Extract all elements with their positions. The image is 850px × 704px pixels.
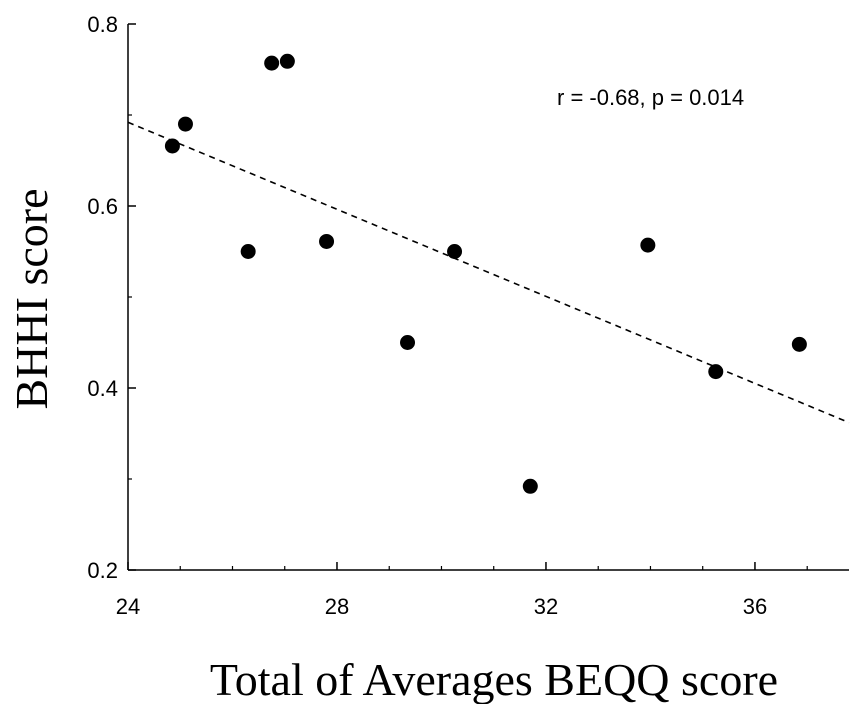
y-tick-label: 0.4: [87, 376, 118, 401]
data-point: [447, 244, 463, 259]
data-point: [319, 233, 335, 249]
data-point: [640, 237, 656, 253]
data-point: [522, 478, 538, 494]
x-axis-title: Total of Averages BEQQ score: [210, 654, 778, 704]
data-point: [240, 244, 256, 259]
data-point: [164, 138, 180, 154]
x-tick-label: 28: [325, 594, 349, 619]
correlation-annotation: r = -0.68, p = 0.014: [557, 85, 744, 110]
data-point: [279, 53, 295, 69]
x-tick-label: 36: [743, 594, 767, 619]
data-point: [791, 336, 807, 352]
y-tick-label: 0.6: [87, 194, 118, 219]
data-point: [177, 116, 193, 132]
fit-line-group: [127, 121, 850, 424]
data-point: [264, 55, 280, 71]
x-tick-label: 32: [534, 594, 558, 619]
x-ticks: 24 28 32 36: [116, 562, 808, 619]
points-group: [164, 53, 807, 494]
y-tick-label: 0.2: [87, 558, 118, 583]
data-point: [400, 335, 416, 350]
y-tick-label: 0.8: [87, 12, 118, 37]
x-tick-label: 24: [116, 594, 140, 619]
y-ticks: 0.2 0.4 0.6 0.8: [87, 12, 136, 583]
data-point: [708, 364, 724, 380]
y-axis-title: BHHI score: [6, 189, 57, 410]
regression-line: [127, 121, 850, 424]
